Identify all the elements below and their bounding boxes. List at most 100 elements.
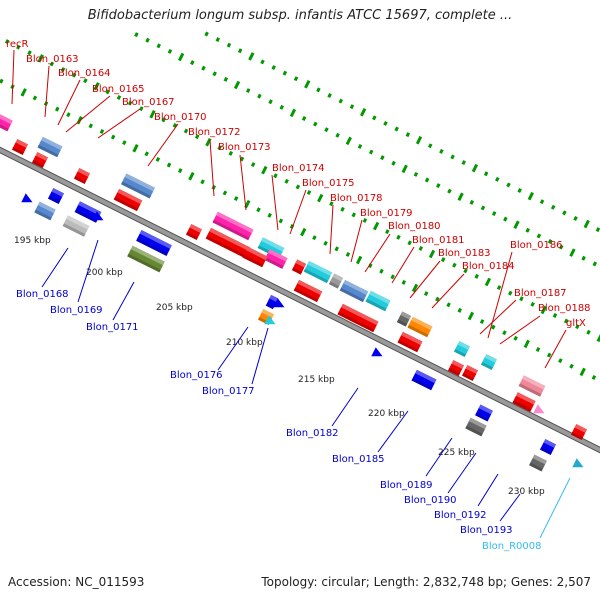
gene-block-highlight — [341, 303, 379, 326]
minor-tick — [215, 37, 221, 43]
minor-tick — [440, 257, 446, 263]
gene-block — [529, 454, 547, 472]
strand-arrow — [273, 298, 285, 308]
leader-line — [97, 108, 141, 139]
major-tick — [523, 339, 530, 349]
gene-block — [264, 249, 288, 269]
major-tick — [300, 227, 307, 237]
gene-block-highlight — [189, 223, 203, 233]
major-tick — [37, 54, 44, 63]
gene-block-highlight — [522, 375, 546, 390]
minor-tick — [335, 132, 340, 138]
minor-tick — [256, 207, 261, 213]
gene-label: recR — [6, 39, 29, 50]
gene-block-shade — [539, 446, 553, 456]
minor-tick — [446, 302, 451, 308]
kbp-label: 210 kbp — [226, 338, 263, 348]
minor-tick — [99, 129, 105, 134]
genome-backbone — [0, 147, 600, 453]
kbp-label: 225 kbp — [438, 448, 475, 458]
gene-label: Blon_0171 — [86, 322, 139, 333]
gene-block-body — [291, 259, 307, 275]
major-tick — [289, 108, 297, 118]
gene-block-body — [539, 438, 557, 456]
major-tick — [233, 80, 241, 90]
gene-block-shade — [34, 209, 52, 221]
gene-block-shade — [212, 219, 250, 241]
gene-blocks — [0, 112, 588, 472]
major-tick — [415, 135, 423, 145]
major-tick — [401, 164, 408, 174]
minor-tick — [161, 117, 166, 123]
gene-label: Blon_0167 — [122, 97, 175, 108]
strand-arrow — [533, 404, 545, 414]
accession-label: Accession: NC_011593 — [8, 575, 145, 589]
leader-line — [65, 95, 111, 133]
gene-block-highlight — [117, 188, 143, 205]
minor-tick — [457, 307, 462, 313]
minor-tick — [204, 31, 209, 37]
gene-block-highlight — [411, 316, 433, 331]
minor-tick — [312, 235, 317, 241]
minor-tick — [177, 168, 183, 174]
minor-tick — [60, 67, 66, 73]
leader-line — [331, 387, 359, 427]
strand-arrow-shape — [21, 193, 33, 203]
gene-block-highlight — [400, 311, 412, 320]
minor-tick — [145, 37, 150, 43]
gene-block-highlight — [267, 249, 288, 262]
leader-line — [41, 247, 69, 288]
leader-line — [391, 246, 415, 284]
gene-block — [185, 223, 203, 241]
gene-label: Blon_0172 — [188, 127, 241, 138]
minor-tick — [301, 116, 307, 121]
minor-tick — [424, 177, 430, 183]
minor-tick — [385, 229, 390, 235]
gene-block-body — [11, 138, 29, 156]
minor-tick — [4, 39, 10, 45]
gene-block-body — [113, 188, 143, 212]
minor-tick — [172, 122, 178, 128]
gene-block-shade — [461, 372, 475, 382]
gene-label: Blon_0185 — [332, 454, 385, 465]
major-tick — [540, 305, 547, 315]
minor-tick — [496, 285, 502, 291]
gene-block-highlight — [261, 308, 275, 318]
major-tick — [93, 82, 100, 91]
gene-block — [539, 438, 557, 456]
gene-block — [34, 201, 56, 221]
gene-block-highlight — [35, 151, 49, 161]
minor-tick — [351, 212, 356, 218]
gene-block-shade — [113, 196, 139, 212]
gene-block — [0, 112, 13, 132]
gene-label: Blon_0170 — [154, 112, 207, 123]
strand-arrow-shape — [264, 315, 276, 325]
gene-label: Blon_0189 — [380, 480, 433, 491]
leader-line — [217, 326, 249, 371]
strand-arrow-shape — [273, 298, 285, 308]
strand-arrow-shape — [92, 211, 104, 221]
leader-line — [477, 473, 499, 507]
major-tick — [188, 171, 195, 181]
gene-block-shade — [0, 120, 9, 132]
minor-tick — [134, 32, 139, 38]
major-tick — [467, 311, 475, 321]
strand-arrow — [572, 458, 584, 468]
minor-tick — [338, 98, 344, 104]
minor-tick — [423, 291, 429, 297]
gene-block-body — [37, 136, 63, 158]
minor-tick — [349, 104, 355, 110]
gene-block-shade — [396, 319, 408, 327]
minor-tick — [295, 184, 301, 190]
gene-label: Blon_0179 — [360, 208, 413, 219]
gene-block-shade — [397, 339, 419, 353]
map-title: Bifidobacterium longum subsp. infantis A… — [87, 8, 513, 23]
gene-block — [47, 187, 65, 205]
minor-tick — [480, 205, 486, 211]
minor-tick — [418, 245, 424, 251]
minor-tick — [0, 78, 4, 84]
gene-label: Blon_0184 — [462, 261, 515, 272]
minor-tick — [502, 330, 507, 336]
gene-block-shade — [337, 311, 375, 333]
gene-block-highlight — [124, 173, 155, 192]
